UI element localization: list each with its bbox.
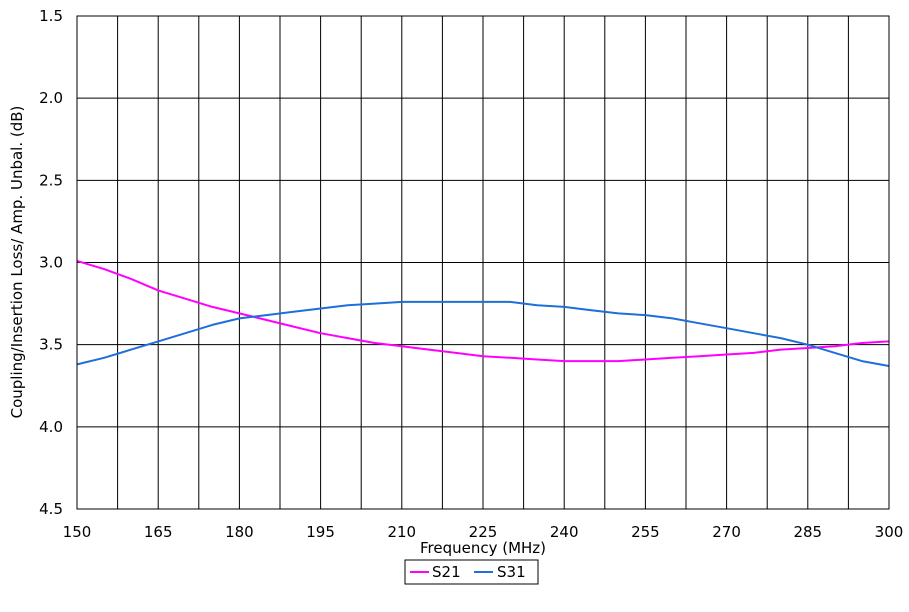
x-tick-label: 165 — [144, 523, 173, 541]
grid — [77, 15, 889, 510]
y-tick-label: 4.5 — [39, 500, 63, 518]
y-tick-label: 2.0 — [39, 89, 63, 107]
y-tick-label: 2.5 — [39, 171, 63, 189]
x-tick-label: 285 — [793, 523, 822, 541]
y-axis-title: Coupling/Insertion Loss/ Amp. Unbal. (dB… — [8, 106, 26, 419]
x-tick-label: 300 — [875, 523, 904, 541]
y-tick-label: 3.0 — [39, 254, 63, 272]
x-tick-label: 150 — [63, 523, 92, 541]
x-tick-label: 225 — [469, 523, 498, 541]
series-line-s21 — [76, 259, 890, 363]
legend: S21 S31 — [404, 559, 539, 585]
legend-label-s21: S21 — [432, 563, 461, 581]
x-tick-label: 195 — [306, 523, 335, 541]
x-tick-label: 270 — [712, 523, 741, 541]
x-tick-labels: 150 165 180 195 210 225 240 255 270 285 300 — [63, 523, 904, 541]
legend-label-s31: S31 — [497, 563, 526, 581]
y-tick-label: 3.5 — [39, 336, 63, 354]
y-tick-label: 4.0 — [39, 418, 63, 436]
series-line-s31 — [76, 300, 890, 367]
y-tick-labels: 1.5 2.0 2.5 3.0 3.5 4.0 4.5 — [39, 7, 63, 518]
y-tick-label: 1.5 — [39, 7, 63, 25]
x-axis-title: Frequency (MHz) — [420, 539, 546, 557]
x-tick-label: 255 — [631, 523, 660, 541]
plot-border — [76, 15, 890, 510]
series-layer — [76, 259, 890, 367]
x-tick-label: 180 — [225, 523, 254, 541]
x-tick-label: 240 — [550, 523, 579, 541]
x-tick-label: 210 — [387, 523, 416, 541]
